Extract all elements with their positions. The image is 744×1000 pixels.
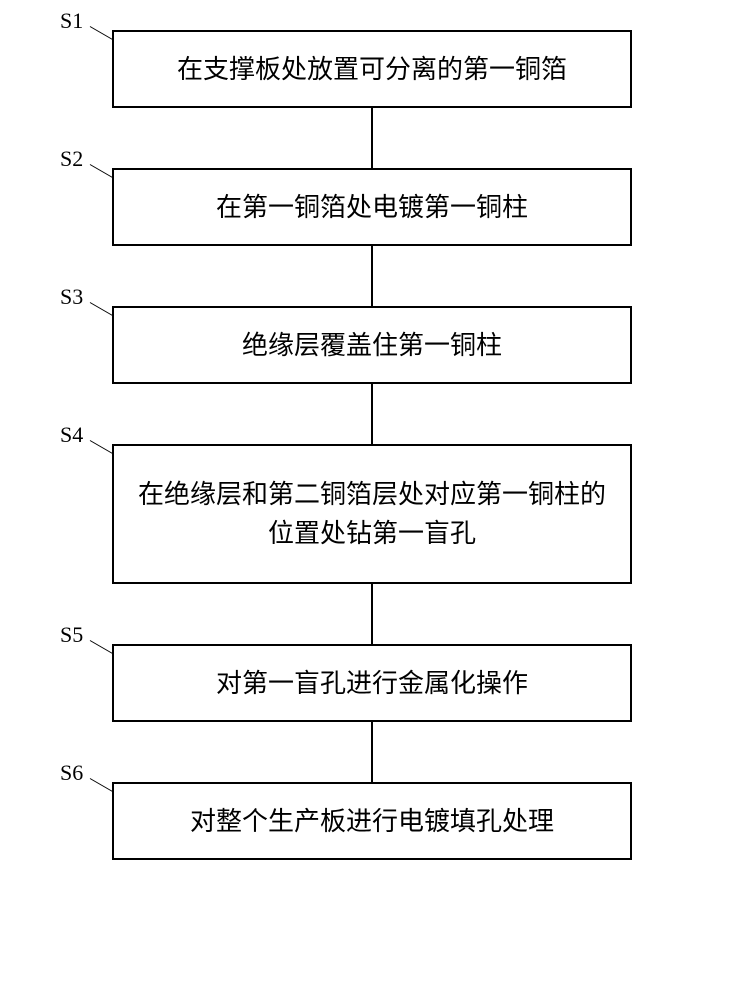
flow-box-3: 绝缘层覆盖住第一铜柱 <box>112 306 632 384</box>
step-label-5: S5 <box>60 622 83 648</box>
connector-5 <box>371 722 373 782</box>
flow-box-4: 在绝缘层和第二铜箔层处对应第一铜柱的位置处钻第一盲孔 <box>112 444 632 584</box>
step-wrapper-6: S6 对整个生产板进行电镀填孔处理 <box>112 782 632 860</box>
flowchart-container: S1 在支撑板处放置可分离的第一铜箔 S2 在第一铜箔处电镀第一铜柱 S3 绝缘… <box>50 30 694 860</box>
connector-1 <box>371 108 373 168</box>
step-label-6: S6 <box>60 760 83 786</box>
step-label-3: S3 <box>60 284 83 310</box>
flow-box-1: 在支撑板处放置可分离的第一铜箔 <box>112 30 632 108</box>
step-wrapper-1: S1 在支撑板处放置可分离的第一铜箔 <box>112 30 632 108</box>
step-wrapper-2: S2 在第一铜箔处电镀第一铜柱 <box>112 168 632 246</box>
connector-4 <box>371 584 373 644</box>
flow-box-5: 对第一盲孔进行金属化操作 <box>112 644 632 722</box>
step-label-4: S4 <box>60 422 83 448</box>
step-wrapper-5: S5 对第一盲孔进行金属化操作 <box>112 644 632 722</box>
step-wrapper-4: S4 在绝缘层和第二铜箔层处对应第一铜柱的位置处钻第一盲孔 <box>112 444 632 584</box>
flow-box-text-2: 在第一铜箔处电镀第一铜柱 <box>216 188 528 227</box>
flow-box-2: 在第一铜箔处电镀第一铜柱 <box>112 168 632 246</box>
connector-3 <box>371 384 373 444</box>
step-label-2: S2 <box>60 146 83 172</box>
step-label-1: S1 <box>60 8 83 34</box>
flow-box-text-5: 对第一盲孔进行金属化操作 <box>216 664 528 703</box>
flow-box-text-1: 在支撑板处放置可分离的第一铜箔 <box>177 50 567 89</box>
flow-box-text-6: 对整个生产板进行电镀填孔处理 <box>190 802 554 841</box>
flow-box-text-4: 在绝缘层和第二铜箔层处对应第一铜柱的位置处钻第一盲孔 <box>134 475 610 553</box>
connector-2 <box>371 246 373 306</box>
step-wrapper-3: S3 绝缘层覆盖住第一铜柱 <box>112 306 632 384</box>
flow-box-text-3: 绝缘层覆盖住第一铜柱 <box>242 326 502 365</box>
flow-box-6: 对整个生产板进行电镀填孔处理 <box>112 782 632 860</box>
